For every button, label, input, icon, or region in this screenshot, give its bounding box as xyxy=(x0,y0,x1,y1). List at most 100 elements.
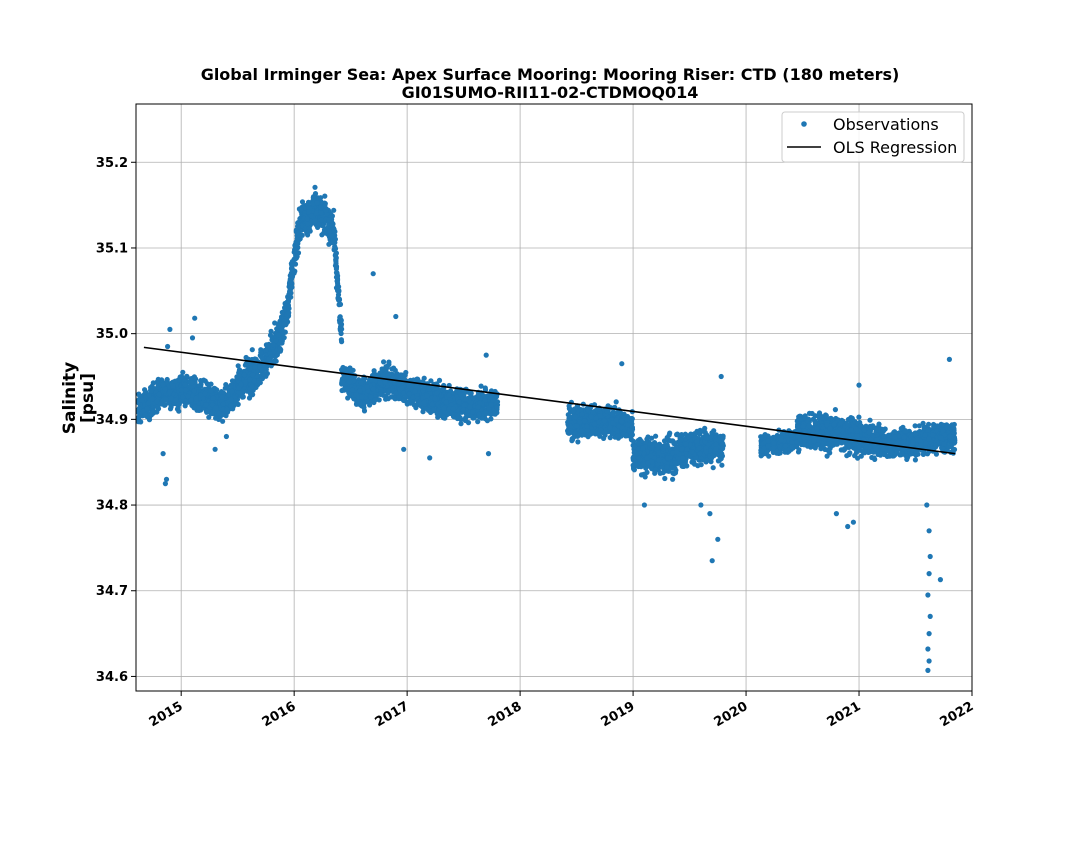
observation-point xyxy=(198,392,204,398)
observation-point xyxy=(672,440,678,446)
observation-point xyxy=(667,430,673,436)
observation-point xyxy=(176,408,182,414)
observation-point xyxy=(421,399,427,405)
observation-point xyxy=(144,406,150,412)
observation-point xyxy=(229,388,235,394)
observation-point xyxy=(180,394,186,400)
observation-point xyxy=(340,364,346,371)
observation-point xyxy=(252,364,258,370)
observation-point xyxy=(647,453,654,459)
observation-point xyxy=(631,467,638,473)
observation-point xyxy=(285,297,292,304)
observation-point xyxy=(670,470,676,476)
observation-point xyxy=(257,380,263,386)
observation-point xyxy=(281,321,287,327)
observation-points xyxy=(135,184,958,674)
observation-point xyxy=(188,376,194,382)
observation-point xyxy=(421,385,427,391)
observation-point xyxy=(581,418,588,424)
observation-point xyxy=(494,405,500,411)
observation-point xyxy=(649,459,655,465)
observation-point xyxy=(406,383,412,389)
observation-point xyxy=(461,402,467,408)
observation-point xyxy=(193,376,199,382)
observation-point xyxy=(326,217,332,223)
observation-point xyxy=(318,195,324,201)
observation-point xyxy=(436,413,442,419)
observation-point xyxy=(470,409,476,415)
observation-point xyxy=(188,380,195,386)
observation-point xyxy=(247,365,253,371)
observation-point xyxy=(713,446,719,452)
observation-point xyxy=(228,396,234,403)
observation-point xyxy=(358,380,364,386)
observation-point xyxy=(381,359,387,365)
observation-point xyxy=(228,402,234,409)
observation-point xyxy=(156,391,162,397)
observation-point xyxy=(618,418,625,424)
observation-point xyxy=(391,365,397,371)
observation-point xyxy=(135,419,141,425)
observation-point xyxy=(249,347,255,353)
observation-point xyxy=(432,395,438,402)
observation-point xyxy=(268,328,274,334)
observation-point xyxy=(385,389,391,395)
observation-point xyxy=(145,400,152,406)
observation-point xyxy=(664,464,670,470)
observation-point xyxy=(679,446,685,452)
observation-point xyxy=(628,430,635,436)
observation-point xyxy=(654,442,660,448)
observation-point xyxy=(377,380,383,386)
observation-point xyxy=(569,438,575,444)
observation-point xyxy=(778,437,784,443)
observation-point xyxy=(306,209,312,215)
observation-point xyxy=(613,417,619,423)
chart-title: Global Irminger Sea: Apex Surface Moorin… xyxy=(201,65,900,84)
observation-point xyxy=(243,354,249,361)
observation-point xyxy=(359,394,365,400)
observation-point xyxy=(572,414,579,420)
observation-point xyxy=(711,428,717,434)
observation-point xyxy=(328,233,334,239)
observation-point xyxy=(680,462,686,468)
observation-point xyxy=(180,369,186,375)
observation-point xyxy=(770,445,777,451)
observation-point xyxy=(203,402,209,408)
observation-point xyxy=(213,415,219,421)
observation-point xyxy=(150,380,156,386)
observation-point xyxy=(251,378,257,384)
observation-point xyxy=(331,207,337,213)
observation-point xyxy=(209,402,215,408)
observation-point xyxy=(332,244,338,250)
observation-point xyxy=(170,383,176,389)
observation-point xyxy=(414,384,420,390)
observation-point xyxy=(254,373,260,379)
observation-point xyxy=(789,444,795,450)
observation-point xyxy=(139,397,145,403)
observation-point xyxy=(219,394,225,400)
observation-point xyxy=(370,386,376,392)
observation-point xyxy=(312,218,318,224)
observation-point xyxy=(458,421,464,427)
observation-point xyxy=(337,319,343,325)
observation-point xyxy=(604,408,610,414)
observation-point xyxy=(788,432,795,438)
observation-point xyxy=(574,423,580,429)
observation-point xyxy=(612,426,618,432)
observation-point xyxy=(304,216,310,222)
observation-point xyxy=(607,424,613,431)
observation-point xyxy=(570,408,577,414)
observation-point xyxy=(624,416,630,422)
observation-point xyxy=(720,435,726,441)
observation-point xyxy=(259,354,265,361)
observation-point xyxy=(198,378,204,384)
observation-point xyxy=(424,393,430,399)
observation-point xyxy=(148,388,154,394)
observation-point xyxy=(264,342,270,348)
observation-point xyxy=(273,338,279,344)
observation-point xyxy=(475,394,482,400)
observation-point xyxy=(345,395,351,401)
observation-point xyxy=(182,403,188,409)
observation-point xyxy=(276,323,282,329)
